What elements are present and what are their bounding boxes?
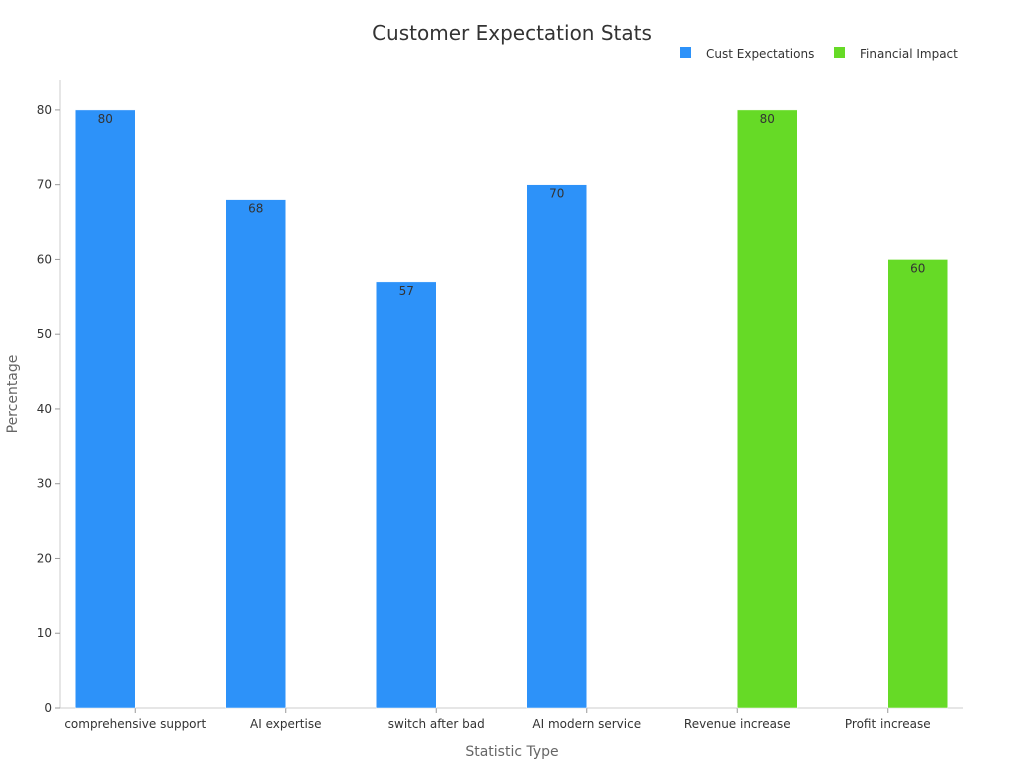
y-tick-label: 80 [37,103,52,117]
x-tick-label: comprehensive support [64,717,206,731]
bar [225,199,286,709]
data-label: 70 [549,187,564,201]
x-tick-label: AI expertise [250,717,321,731]
data-label: 68 [248,202,263,216]
data-label: 80 [98,112,113,126]
bar [376,281,437,709]
y-tick-label: 40 [37,402,52,416]
legend: Cust Expectations Financial Impact [680,47,958,61]
y-axis-title: Percentage [5,355,21,434]
legend-label: Cust Expectations [706,47,814,61]
x-tick-label: switch after bad [388,717,485,731]
y-tick-label: 50 [37,327,52,341]
bar [526,184,587,709]
bar [887,259,948,709]
y-tick-label: 10 [37,626,52,640]
legend-label: Financial Impact [860,47,958,61]
chart-title: Customer Expectation Stats [372,21,652,45]
bars: 80 68 57 70 80 60 [75,109,948,709]
legend-swatch [834,47,845,58]
data-label: 80 [760,112,775,126]
data-label: 60 [910,261,925,275]
y-tick-label: 0 [44,701,52,715]
x-tick-label: AI modern service [532,717,641,731]
x-axis-title: Statistic Type [465,744,558,760]
x-tick-label: Profit increase [845,717,931,731]
y-tick-label: 70 [37,178,52,192]
x-tick-label: Revenue increase [684,717,791,731]
y-tick-label: 60 [37,252,52,266]
axes: 0 10 20 30 40 50 60 70 80 comprehensive support AI… [37,80,963,731]
y-tick-label: 30 [37,477,52,491]
data-label: 57 [399,284,414,298]
legend-swatch [680,47,691,58]
bar [75,109,136,709]
y-tick-label: 20 [37,551,52,565]
bar [737,109,798,709]
